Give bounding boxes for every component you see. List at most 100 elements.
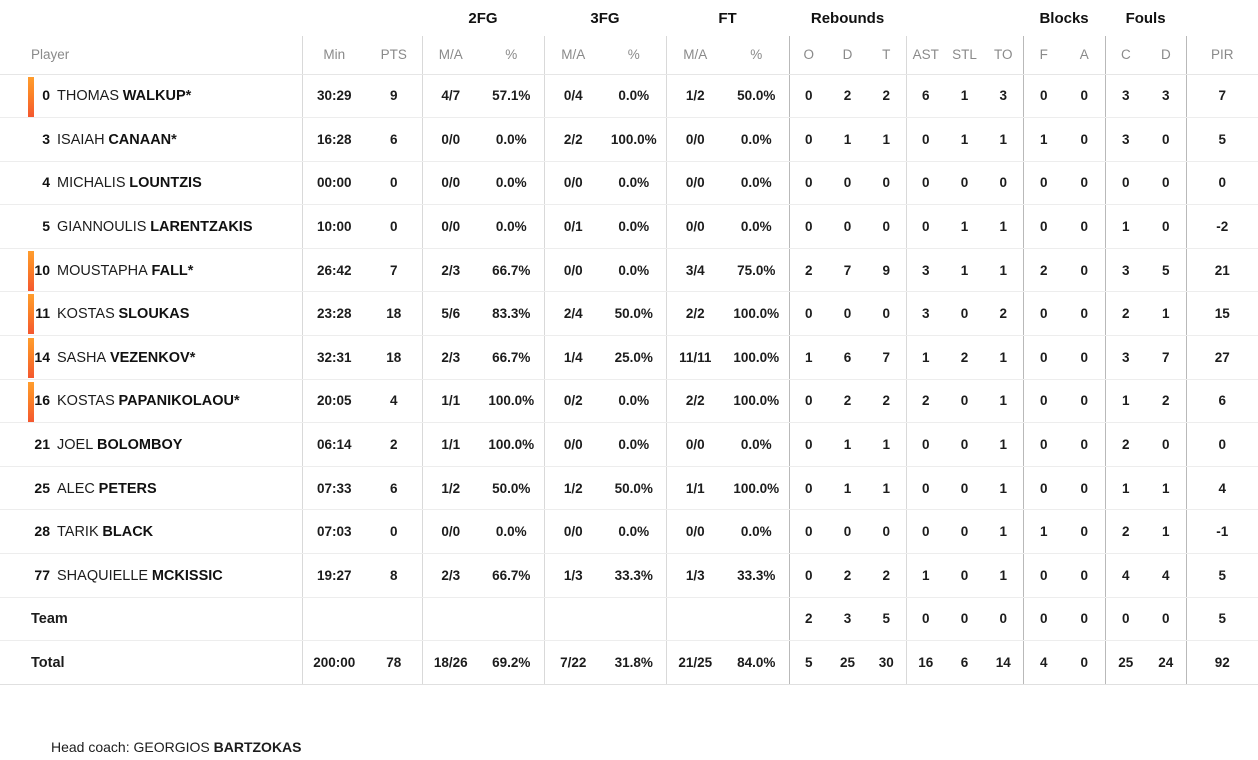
cell-player[interactable]: 14 SASHA VEZENKOV* [0, 335, 302, 380]
table-row[interactable]: 0 THOMAS WALKUP* 30:29 9 4/7 57.1% 0/4 0.0% 1/2 5… [0, 74, 1258, 119]
cell-player[interactable]: 11 KOSTAS SLOUKAS [0, 291, 302, 337]
table-row[interactable]: 77 SHAQUIELLE MCKISSIC 19:27 8 2/3 66.7% 1/3 33… [0, 553, 1258, 598]
cell-blocks-a: 0 [1064, 204, 1106, 249]
cell-ast: 0 [905, 117, 946, 162]
column-header-ast[interactable]: AST [905, 36, 946, 75]
player-number: 5 [42, 218, 50, 235]
cell-treb: 0 [867, 161, 907, 206]
cell-3fg-pct: 0.0% [602, 248, 666, 293]
cell-dreb: 0 [828, 509, 868, 555]
player-first-name: SHAQUIELLE [57, 567, 149, 584]
column-header-ft-pct[interactable]: % [724, 36, 790, 75]
cell-pir: 7 [1185, 74, 1258, 119]
column-header-ft-ma[interactable]: M/A [665, 36, 724, 75]
cell-stl: 1 [945, 74, 985, 119]
cell-pir: 21 [1185, 248, 1258, 293]
cell-dreb: 6 [828, 335, 868, 380]
cell-player[interactable]: 16 KOSTAS PAPANIKOLAOU* [0, 379, 302, 424]
cell-dreb: 0 [828, 291, 868, 337]
starter-indicator-bar [28, 338, 34, 379]
column-header-player[interactable]: Player [0, 36, 302, 75]
cell-stl: 0 [945, 466, 985, 511]
cell-blocks-f: 0 [1022, 74, 1065, 119]
cell-dreb: 1 [828, 466, 868, 511]
column-header-stl[interactable]: STL [945, 36, 985, 75]
cell-oreb: 2 [788, 248, 829, 293]
cell-fouls-c: 1 [1104, 379, 1147, 424]
table-row[interactable]: 16 KOSTAS PAPANIKOLAOU* 20:05 4 1/1 100.0% 0/2… [0, 379, 1258, 424]
cell-player[interactable]: 0 THOMAS WALKUP* [0, 74, 302, 119]
cell-ast: 0 [905, 204, 946, 249]
cell-ast: 3 [905, 248, 946, 293]
table-body: 0 THOMAS WALKUP* 30:29 9 4/7 57.1% 0/4 0.0% 1/2 5… [0, 74, 1258, 685]
cell-blocks-a: 0 [1064, 335, 1106, 380]
table-row[interactable]: 4 MICHALIS LOUNTZIS 00:00 0 0/0 0.0% 0/0 0.0% 0/… [0, 161, 1258, 206]
cell-3fg-pct: 50.0% [602, 466, 666, 511]
table-row[interactable]: 10 MOUSTAPHA FALL* 26:42 7 2/3 66.7% 0/0 0.0% 3/… [0, 248, 1258, 293]
cell-ft-pct [724, 597, 790, 642]
cell-2fg-pct: 66.7% [479, 553, 544, 598]
cell-to: 1 [984, 335, 1024, 380]
cell-blocks-a: 0 [1064, 597, 1106, 642]
column-header-fouls-c[interactable]: C [1104, 36, 1147, 75]
table-row[interactable]: 21 JOEL BOLOMBOY 06:14 2 1/1 100.0% 0/0 0.0% 0/0… [0, 422, 1258, 467]
starter-asterisk: * [187, 262, 194, 279]
cell-min: 16:28 [301, 117, 366, 162]
column-header-oreb[interactable]: O [788, 36, 829, 75]
column-header-dreb[interactable]: D [828, 36, 868, 75]
starter-asterisk: * [171, 131, 177, 148]
table-row[interactable]: 3 ISAIAH CANAAN* 16:28 6 0/0 0.0% 2/2 100.0% 0/0… [0, 117, 1258, 162]
column-header-blocks-f[interactable]: F [1022, 36, 1065, 75]
cell-player[interactable]: 25 ALEC PETERS [0, 466, 302, 511]
column-header-treb[interactable]: T [867, 36, 907, 75]
cell-dreb: 2 [828, 379, 868, 424]
cell-treb: 2 [867, 74, 907, 119]
cell-ast: 0 [905, 509, 946, 555]
column-header-pts[interactable]: PTS [366, 36, 422, 75]
player-first-name: ALEC [57, 480, 95, 497]
cell-player[interactable]: 28 TARIK BLACK [0, 509, 302, 555]
head-coach-last-name: BARTZOKAS [213, 739, 302, 755]
cell-ft-ma: 0/0 [665, 422, 724, 467]
column-header-3fg-pct[interactable]: % [602, 36, 666, 75]
cell-2fg-ma [421, 597, 479, 642]
table-row[interactable]: 5 GIANNOULIS LARENTZAKIS 10:00 0 0/0 0.0% 0/1 0… [0, 204, 1258, 249]
column-header-to[interactable]: TO [984, 36, 1024, 75]
cell-pir: -2 [1185, 204, 1258, 249]
cell-to: 1 [984, 379, 1024, 424]
column-header-pir[interactable]: PIR [1185, 36, 1258, 75]
table-row[interactable]: 11 KOSTAS SLOUKAS 23:28 18 5/6 83.3% 2/4 50.0% 2… [0, 291, 1258, 337]
cell-player[interactable]: 5 GIANNOULIS LARENTZAKIS [0, 204, 302, 249]
cell-ft-ma: 3/4 [665, 248, 724, 293]
cell-ft-pct: 50.0% [724, 74, 790, 119]
column-header-min[interactable]: Min [301, 36, 366, 75]
cell-player[interactable]: 21 JOEL BOLOMBOY [0, 422, 302, 467]
table-row[interactable]: 14 SASHA VEZENKOV* 32:31 18 2/3 66.7% 1/4 25.0%… [0, 335, 1258, 380]
cell-2fg-pct: 0.0% [479, 117, 544, 162]
table-row[interactable]: 28 TARIK BLACK 07:03 0 0/0 0.0% 0/0 0.0% 0/0 0.0%… [0, 509, 1258, 555]
cell-fouls-c: 25 [1104, 640, 1147, 685]
column-header-fouls-d[interactable]: D [1146, 36, 1187, 75]
cell-ft-pct: 0.0% [724, 204, 790, 249]
column-header-blocks-a[interactable]: A [1064, 36, 1106, 75]
starter-asterisk: * [189, 349, 196, 366]
table-row[interactable]: 25 ALEC PETERS 07:33 6 1/2 50.0% 1/2 50.0% 1/1 10… [0, 466, 1258, 511]
column-header-2fg-pct[interactable]: % [479, 36, 544, 75]
player-last-name: LARENTZAKIS [150, 219, 253, 236]
cell-ft-pct: 84.0% [724, 640, 790, 685]
head-coach: Head coach: GEORGIOS BARTZOKAS [51, 739, 302, 755]
cell-player[interactable]: 77 SHAQUIELLE MCKISSIC [0, 553, 302, 598]
cell-player[interactable]: 4 MICHALIS LOUNTZIS [0, 161, 302, 206]
cell-ast: 0 [905, 466, 946, 511]
cell-player[interactable]: 10 MOUSTAPHA FALL* [0, 248, 302, 293]
cell-blocks-a: 0 [1064, 466, 1106, 511]
column-header-2fg-ma[interactable]: M/A [421, 36, 479, 75]
cell-min: 20:05 [301, 379, 366, 424]
column-header-3fg-ma[interactable]: M/A [543, 36, 602, 75]
cell-to: 0 [984, 597, 1024, 642]
cell-player[interactable]: 3 ISAIAH CANAAN* [0, 117, 302, 162]
cell-fouls-d: 1 [1146, 466, 1187, 511]
cell-pts: 18 [366, 335, 422, 380]
cell-fouls-d: 0 [1146, 161, 1187, 206]
player-number: 3 [42, 130, 50, 147]
